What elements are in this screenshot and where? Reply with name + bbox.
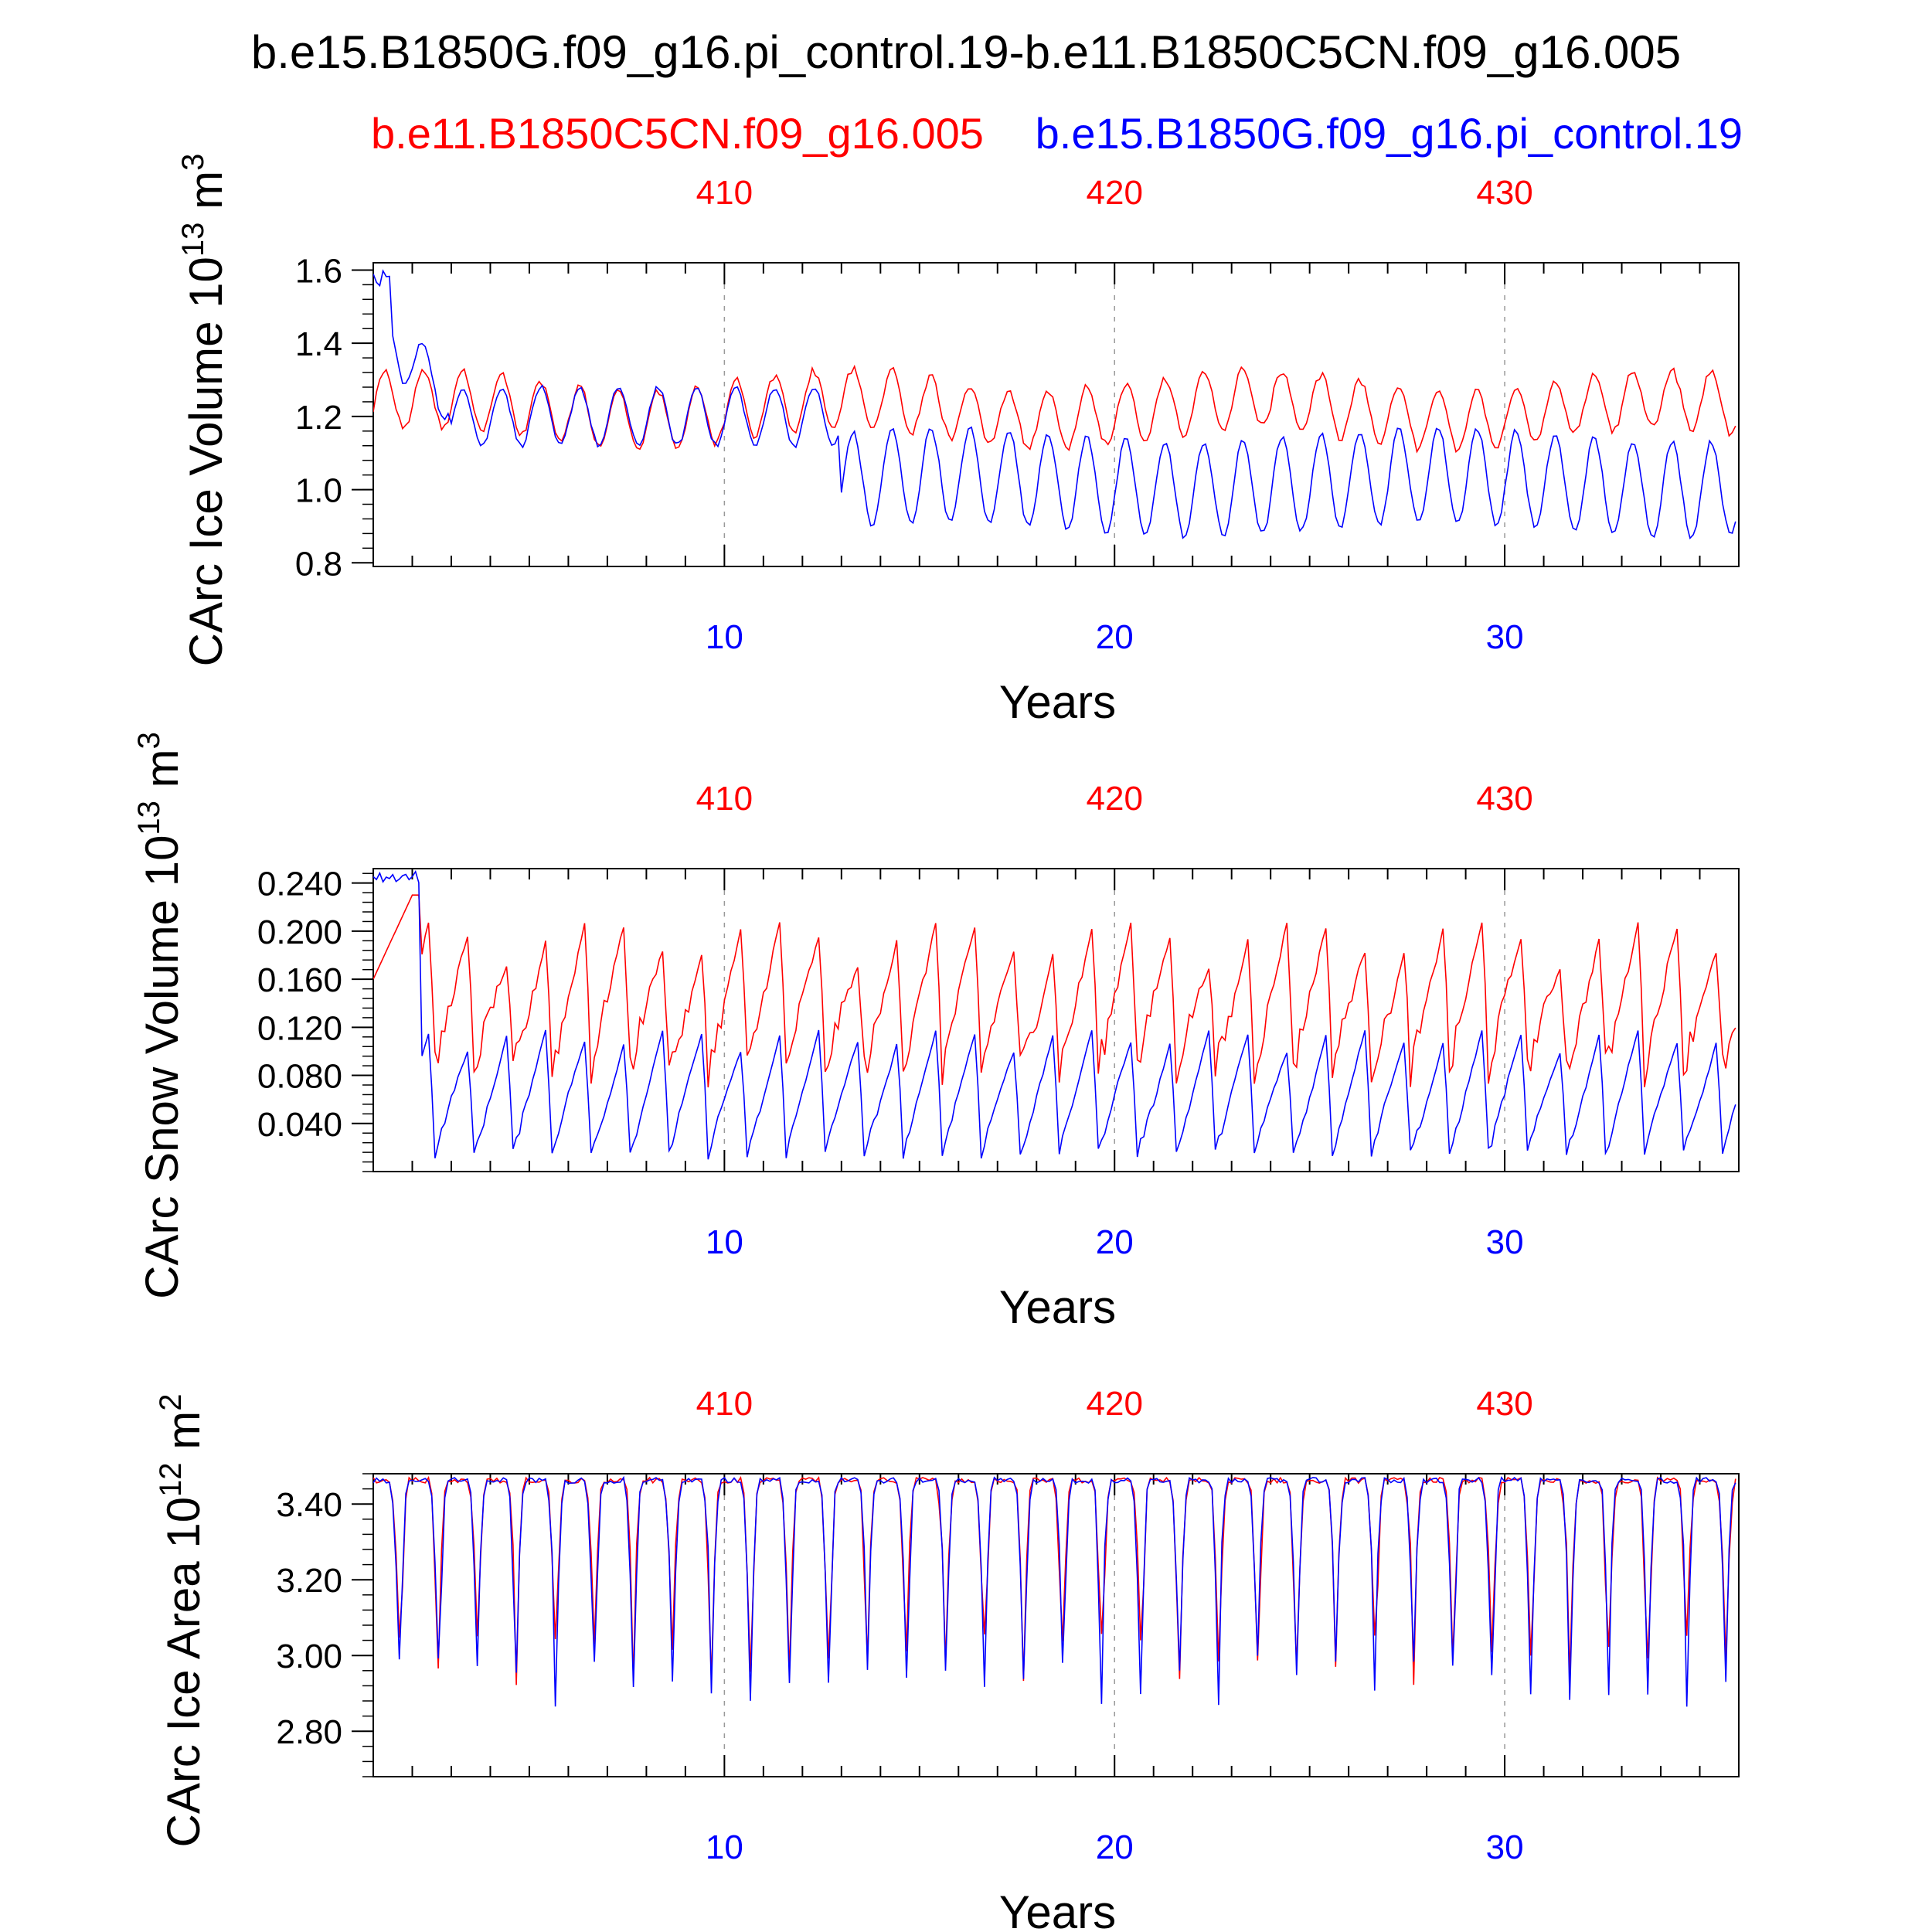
x-tick-label: 30: [1486, 618, 1524, 656]
x-tick-label: 30: [1486, 1223, 1524, 1261]
y-axis-label: CArc Ice Area 1012 m2: [154, 1394, 209, 1848]
x-tick-label: 20: [1096, 1828, 1134, 1866]
series-line-blue: [373, 1475, 1736, 1707]
y-tick-label: 0.160: [257, 961, 342, 999]
x-top-tick-label: 410: [696, 1385, 753, 1423]
series-line-blue: [373, 870, 1736, 1160]
plot-frame: [372, 262, 1740, 567]
y-tick-label: 0.200: [257, 913, 342, 951]
x-tick-label: 20: [1096, 1223, 1134, 1261]
y-axis-label: CArc Ice Volume 1013 m3: [176, 154, 232, 667]
x-top-tick-label: 430: [1476, 780, 1532, 818]
x-top-tick-label: 430: [1476, 174, 1532, 212]
x-top-tick-label: 410: [696, 780, 753, 818]
panels: 0.8 1.0 1.2 1.4 1.6 10 410 20 420 30 430 Years CArc …: [132, 154, 1740, 1932]
x-top-tick-label: 430: [1476, 1385, 1532, 1423]
y-tick-label: 1.2: [295, 399, 342, 437]
y-tick-label: 3.40: [276, 1486, 342, 1524]
y-tick-label: 3.20: [276, 1562, 342, 1600]
x-top-tick-label: 410: [696, 174, 753, 212]
panel-middle: 0.040 0.080 0.120 0.160 0.200 0.240 10 410 20 420…: [132, 732, 1740, 1333]
x-top-tick-label: 420: [1087, 174, 1143, 212]
y-tick-label: 1.0: [295, 472, 342, 510]
series-line-red: [373, 364, 1736, 454]
series-line-red: [373, 894, 1736, 1088]
x-tick-label: 20: [1096, 618, 1134, 656]
subtitle-blue: b.e15.B1850G.f09_g16.pi_control.19: [1036, 109, 1743, 158]
y-tick-label: 0.080: [257, 1058, 342, 1096]
panel-bottom: 2.80 3.00 3.20 3.40 10 410 20 420 30 430 Years CArc…: [154, 1385, 1740, 1932]
x-axis-label: Years: [999, 1281, 1116, 1333]
x-tick-label: 30: [1486, 1828, 1524, 1866]
x-top-tick-label: 420: [1087, 780, 1143, 818]
panel-top: 0.8 1.0 1.2 1.4 1.6 10 410 20 420 30 430 Years CArc …: [176, 154, 1740, 728]
x-axis-label: Years: [999, 676, 1116, 728]
x-axis-label: Years: [999, 1886, 1116, 1932]
y-tick-label: 0.040: [257, 1106, 342, 1144]
y-tick-label: 1.6: [295, 252, 342, 290]
chart-title: b.e15.B1850G.f09_g16.pi_control.19-b.e11…: [251, 26, 1681, 78]
subtitle-red: b.e11.B1850C5CN.f09_g16.005: [371, 109, 984, 158]
x-tick-label: 10: [706, 1223, 743, 1261]
y-axis-label: CArc Snow Volume 1013 m3: [132, 732, 188, 1299]
x-tick-label: 10: [706, 618, 743, 656]
y-tick-label: 1.4: [295, 325, 342, 363]
plot-frame: [372, 868, 1740, 1172]
series-line-blue: [373, 269, 1736, 540]
x-top-tick-label: 420: [1087, 1385, 1143, 1423]
y-tick-label: 0.8: [295, 545, 342, 583]
plot-frame: [372, 1473, 1740, 1777]
y-tick-label: 3.00: [276, 1638, 342, 1675]
y-tick-label: 2.80: [276, 1713, 342, 1751]
y-tick-label: 0.240: [257, 866, 342, 903]
y-tick-label: 0.120: [257, 1009, 342, 1047]
x-tick-label: 10: [706, 1828, 743, 1866]
